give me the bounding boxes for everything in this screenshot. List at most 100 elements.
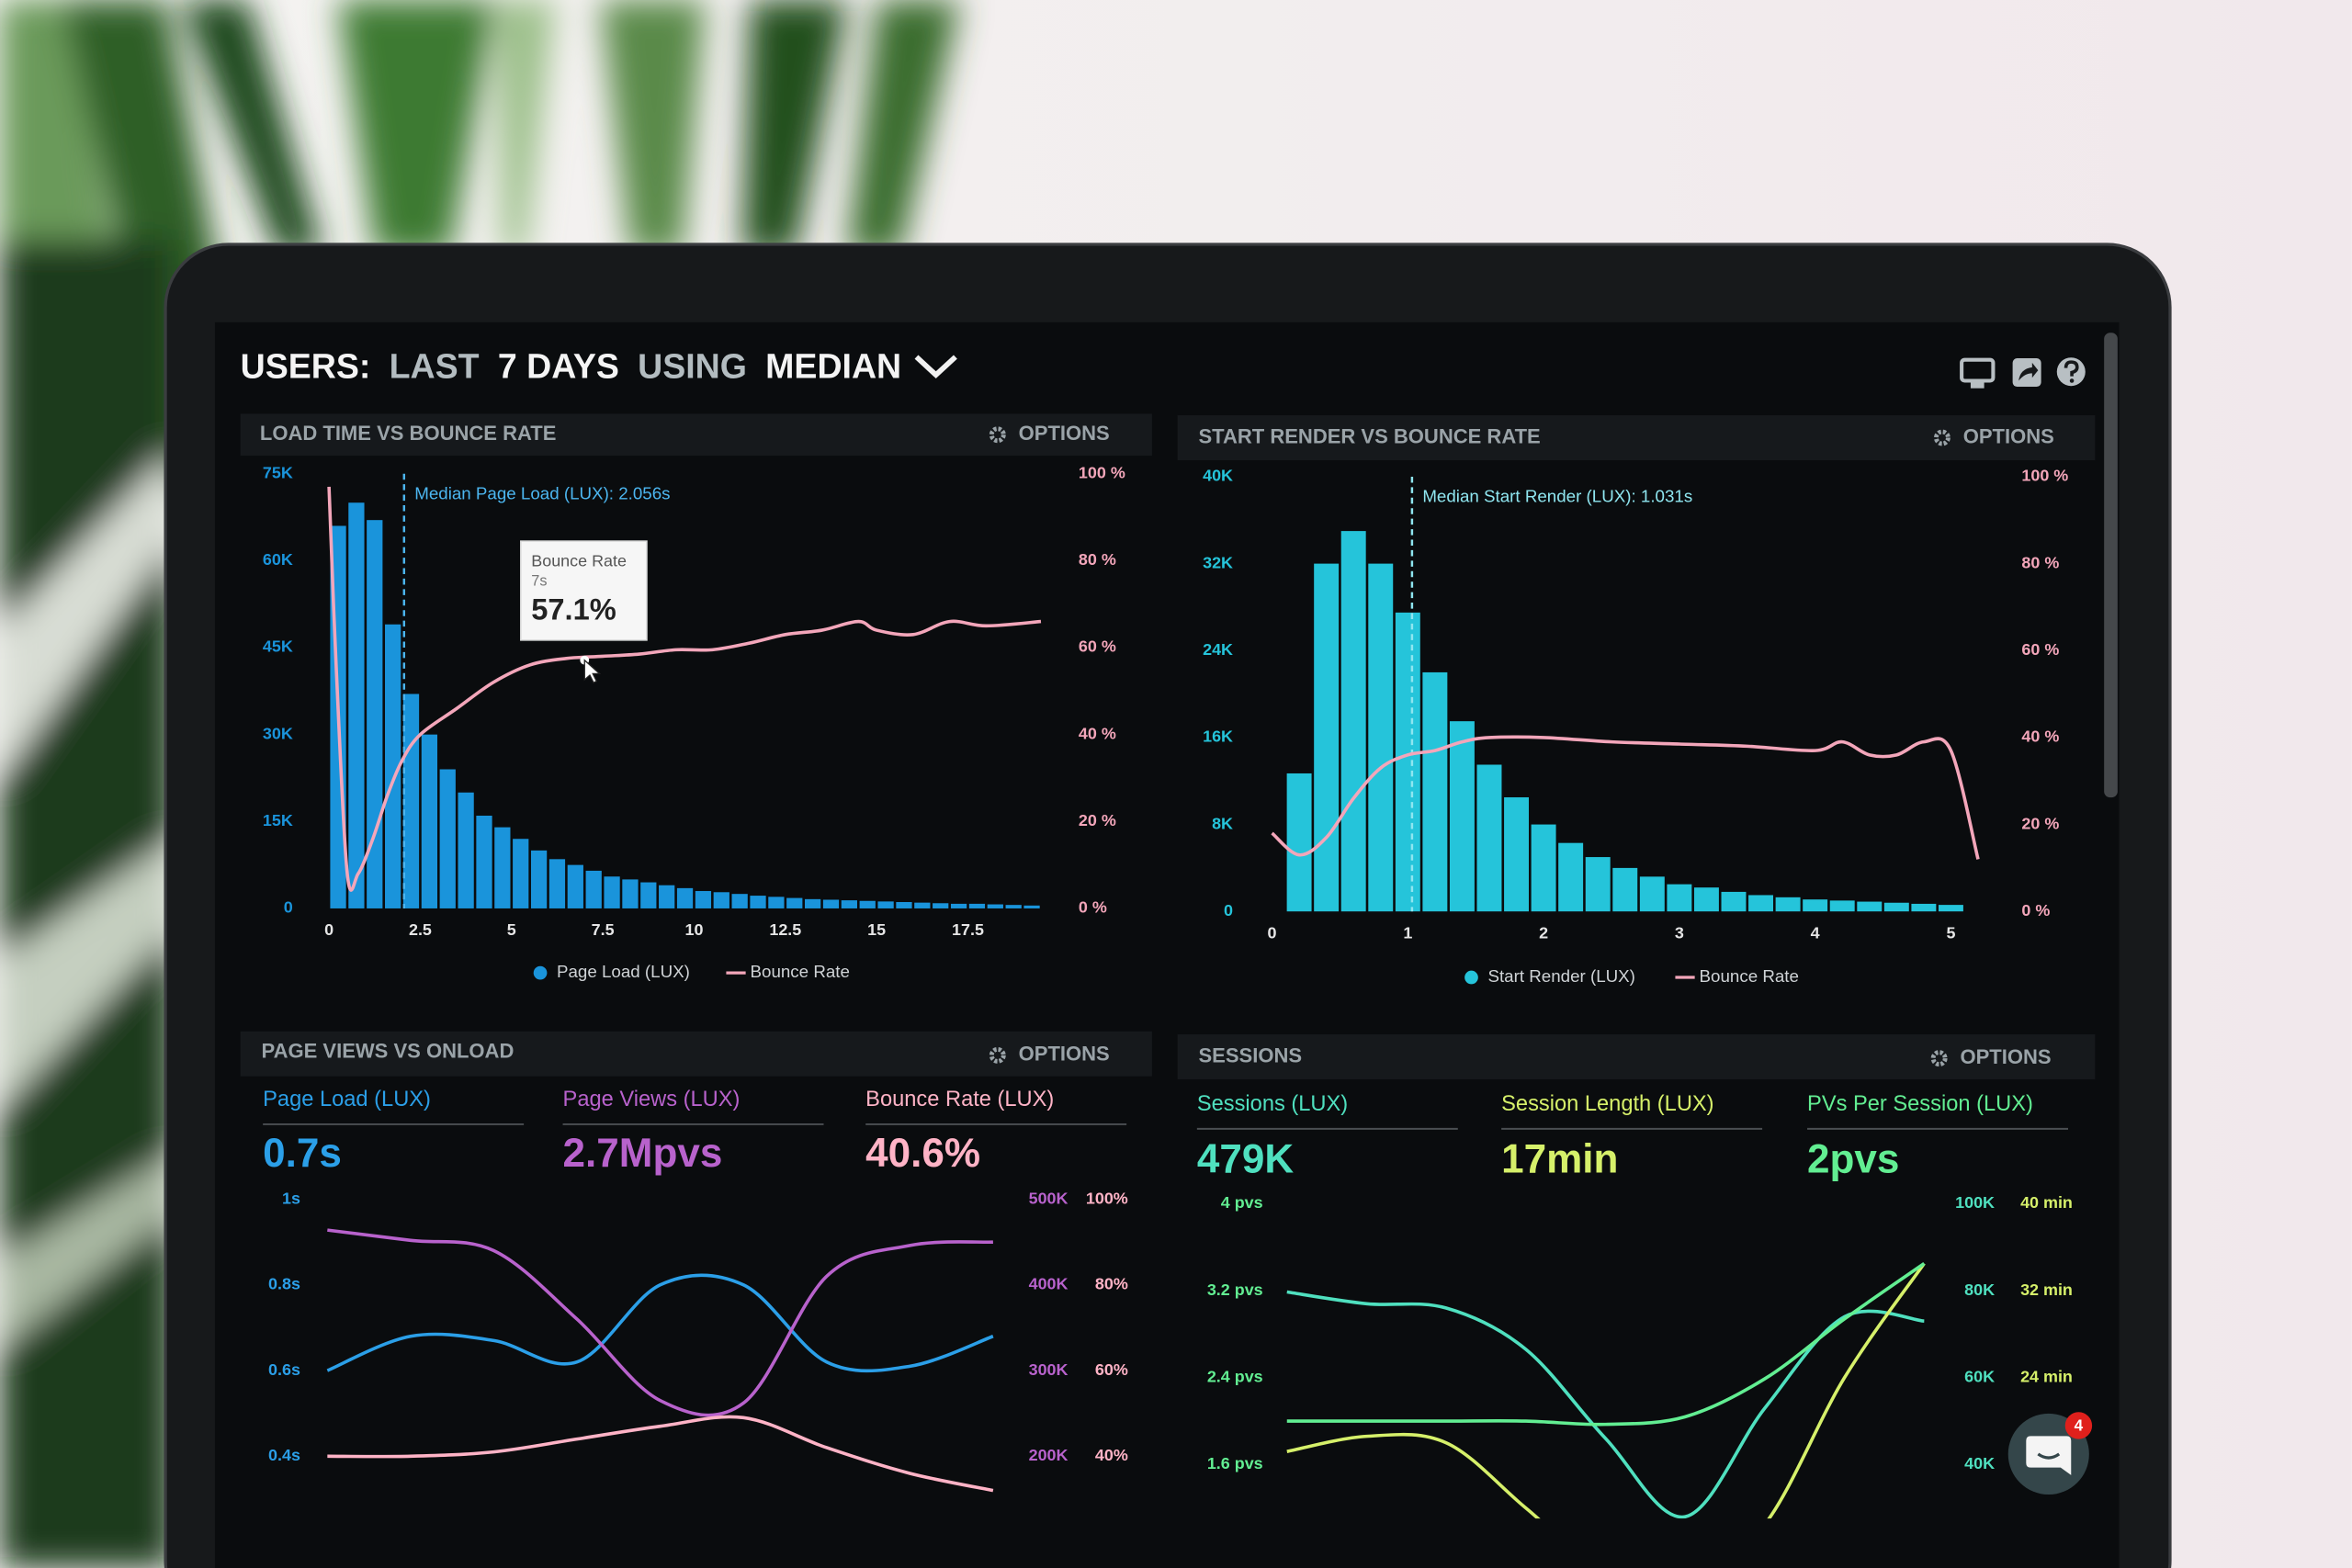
- y-tick-label: 45K: [263, 637, 293, 656]
- title-part: USERS:: [241, 346, 371, 385]
- scrollbar[interactable]: [2104, 333, 2118, 798]
- y-tick-label: 2.4 pvs: [1207, 1367, 1263, 1385]
- y2-tick-label: 60K: [1964, 1367, 1995, 1385]
- bar: [1286, 773, 1312, 912]
- kpi-value: 2pvs: [1807, 1136, 1899, 1181]
- x-tick-label: 10: [685, 920, 704, 939]
- y2-tick-label: 500K: [1029, 1189, 1069, 1207]
- panel-header: [240, 1031, 1152, 1077]
- y-tick-label: 30K: [263, 724, 293, 742]
- chat-button[interactable]: 4: [2007, 1412, 2093, 1495]
- y-tick-label: 1s: [282, 1189, 300, 1207]
- badge-count: 4: [2075, 1416, 2084, 1434]
- y-tick-label: 3.2 pvs: [1207, 1280, 1263, 1299]
- legend-label: Bounce Rate: [751, 962, 850, 981]
- bar: [1803, 899, 1828, 912]
- options-button[interactable]: OPTIONS: [1961, 1045, 2052, 1068]
- tooltip-value: 57.1%: [531, 592, 616, 626]
- kpi-label: PVs Per Session (LUX): [1807, 1092, 2033, 1116]
- bar: [659, 885, 675, 908]
- bar: [695, 891, 712, 908]
- bar: [548, 859, 566, 908]
- median-label: Median Page Load (LUX): 2.056s: [414, 483, 670, 502]
- x-tick-label: 17.5: [952, 920, 984, 939]
- bar: [841, 900, 857, 908]
- bar: [676, 887, 694, 908]
- plot-area: [1286, 1262, 1926, 1519]
- help-icon[interactable]: [2056, 357, 2086, 387]
- y-tick-label: 4 pvs: [1221, 1193, 1263, 1212]
- bar: [513, 839, 529, 908]
- x-tick-label: 0: [1268, 923, 1277, 942]
- tooltip-box: [520, 540, 648, 641]
- plot-area: [326, 1228, 994, 1493]
- legend-label: Start Render (LUX): [1487, 966, 1634, 986]
- share-icon[interactable]: [2012, 358, 2041, 388]
- bar: [1023, 905, 1040, 908]
- bar: [804, 898, 821, 908]
- y2-tick-label: 80 %: [1079, 550, 1116, 569]
- y-tick-label: 0.6s: [268, 1360, 300, 1379]
- bar: [914, 902, 931, 908]
- bar: [439, 769, 456, 908]
- x-tick-label: 12.5: [769, 920, 801, 939]
- y3-tick-label: 100%: [1086, 1189, 1128, 1207]
- bar: [1721, 891, 1747, 912]
- bar: [1829, 900, 1855, 912]
- panel-title: START RENDER VS BOUNCE RATE: [1198, 424, 1540, 447]
- monitor-icon[interactable]: [1960, 357, 1996, 389]
- options-button[interactable]: OPTIONS: [1019, 422, 1110, 445]
- bar: [1693, 887, 1719, 912]
- series-line: [326, 1273, 994, 1373]
- kpi-label: Page Load (LUX): [263, 1088, 431, 1111]
- options-button[interactable]: OPTIONS: [1963, 424, 2054, 447]
- kpi-value: 479K: [1197, 1136, 1294, 1181]
- x-tick-label: 7.5: [592, 920, 615, 939]
- y-tick-label: 16K: [1203, 728, 1233, 746]
- y3-tick-label: 40 min: [2020, 1193, 2073, 1212]
- options-button[interactable]: OPTIONS: [1019, 1043, 1110, 1066]
- title-part: 7 DAYS: [498, 346, 619, 385]
- bar: [640, 882, 657, 908]
- series-line: [1286, 1262, 1926, 1427]
- y3-tick-label: 32 min: [2020, 1280, 2073, 1299]
- bounce-line: [1271, 735, 1980, 860]
- y2-tick-label: 100K: [1955, 1193, 1995, 1212]
- kpi-value: 40.6%: [865, 1131, 980, 1176]
- tooltip-x: 7s: [531, 573, 547, 590]
- bar: [367, 520, 383, 908]
- bar: [1639, 876, 1665, 912]
- bounce-line: [327, 486, 1042, 892]
- title-part: LAST: [390, 346, 480, 385]
- bar: [1368, 563, 1394, 912]
- y2-tick-label: 80K: [1964, 1280, 1995, 1299]
- y-tick-label: 0.4s: [268, 1446, 300, 1464]
- bar: [1314, 563, 1340, 912]
- bar: [987, 904, 1003, 908]
- dropdown-chevron[interactable]: [914, 355, 957, 379]
- y2-tick-label: 0 %: [2021, 901, 2050, 919]
- panel-header: [240, 413, 1152, 457]
- gear-icon: [1933, 429, 1951, 446]
- bar: [1558, 842, 1584, 912]
- y2-tick-label: 80 %: [2021, 553, 2059, 571]
- bar: [1911, 903, 1937, 912]
- kpi-label: Sessions (LUX): [1197, 1092, 1348, 1116]
- cursor: [583, 659, 602, 684]
- bar: [585, 870, 602, 908]
- badge: [2064, 1412, 2093, 1439]
- bar: [1476, 764, 1502, 912]
- y2-tick-label: 60 %: [1079, 637, 1116, 656]
- y3-tick-label: 80%: [1095, 1275, 1128, 1293]
- legend-swatch: [1464, 970, 1478, 985]
- bar: [859, 900, 876, 908]
- gear-icon: [989, 1046, 1006, 1064]
- dashboard-title[interactable]: USERS: LAST 7 DAYS USING MEDIAN: [241, 346, 901, 385]
- y2-tick-label: 100 %: [1079, 463, 1125, 481]
- series-line: [327, 1415, 994, 1493]
- bar: [877, 901, 894, 908]
- y2-tick-label: 40 %: [1079, 724, 1116, 742]
- bar: [1422, 671, 1448, 912]
- y-tick-label: 15K: [263, 811, 293, 829]
